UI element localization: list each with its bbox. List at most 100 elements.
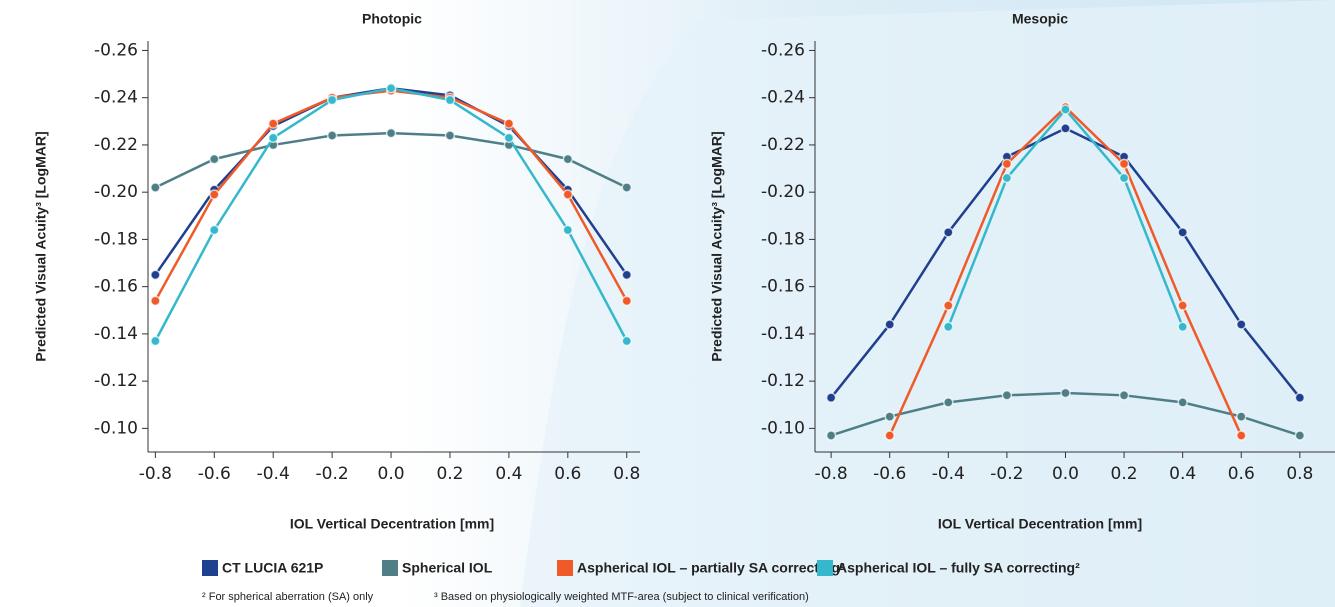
x-tick-label: 0.2 <box>436 464 463 484</box>
y-tick-label: -0.22 <box>761 135 805 155</box>
y-tick-label: -0.16 <box>761 277 805 297</box>
data-point <box>1294 430 1306 441</box>
x-tick-label: 0.0 <box>378 464 405 484</box>
data-point <box>1001 172 1013 184</box>
x-tick-label: 0.4 <box>1169 464 1196 484</box>
legend-swatch <box>817 560 833 576</box>
legend-label: Aspherical IOL – fully SA correcting² <box>837 560 1080 576</box>
y-tick-label: -0.14 <box>94 324 138 344</box>
data-point <box>444 130 456 141</box>
data-point <box>150 335 161 347</box>
x-tick-label: 0.0 <box>1052 464 1079 484</box>
x-tick-label: -0.4 <box>932 464 965 484</box>
y-tick-label: -0.26 <box>94 40 138 60</box>
data-point <box>884 319 895 330</box>
x-tick-label: -0.2 <box>316 464 349 484</box>
data-point <box>621 182 632 193</box>
x-tick-label: 0.6 <box>554 464 581 484</box>
data-point <box>825 392 837 403</box>
data-point <box>825 430 837 441</box>
y-axis-label: Predicted Visual Acuity³ [LogMAR] <box>709 131 725 361</box>
data-point <box>503 118 515 129</box>
x-tick-label: -0.4 <box>257 464 290 484</box>
legend-label: CT LUCIA 621P <box>222 560 323 576</box>
plot-area <box>150 82 632 347</box>
data-point <box>385 82 397 94</box>
y-tick-label: -0.26 <box>761 40 805 60</box>
data-point <box>1060 123 1071 134</box>
y-tick-label: -0.20 <box>94 182 138 202</box>
background-shape <box>520 0 1335 607</box>
x-tick-label: -0.6 <box>873 464 906 484</box>
data-point <box>621 335 632 347</box>
y-tick-label: -0.20 <box>761 182 805 202</box>
data-point <box>943 227 954 238</box>
data-point <box>562 224 574 236</box>
data-point <box>621 295 632 307</box>
legend-swatch <box>557 560 573 576</box>
data-point <box>326 130 338 141</box>
data-point <box>943 321 954 333</box>
data-point <box>884 430 895 441</box>
legend-swatch <box>202 560 218 576</box>
data-point <box>267 132 279 144</box>
data-point <box>1118 390 1130 401</box>
data-point <box>943 300 954 311</box>
data-point <box>209 224 220 236</box>
data-point <box>1177 300 1188 311</box>
data-point <box>1177 321 1188 333</box>
x-tick-label: -0.6 <box>198 464 231 484</box>
y-tick-label: -0.18 <box>94 229 138 249</box>
x-tick-label: -0.8 <box>815 464 848 484</box>
y-axis-label: Predicted Visual Acuity³ [LogMAR] <box>33 131 49 361</box>
footnote: ² For spherical aberration (SA) only <box>202 591 374 603</box>
data-point <box>1060 104 1071 115</box>
data-point <box>621 269 632 281</box>
x-tick-label: 0.2 <box>1111 464 1138 484</box>
x-tick-label: 0.6 <box>1228 464 1255 484</box>
plot-area <box>825 101 1306 441</box>
data-point <box>1060 387 1071 399</box>
x-axis-label: IOL Vertical Decentration [mm] <box>290 516 494 532</box>
data-point <box>562 189 574 200</box>
y-tick-label: -0.18 <box>761 229 805 249</box>
data-point <box>444 94 456 106</box>
data-point <box>1236 430 1247 441</box>
data-point <box>150 182 161 193</box>
data-point <box>1294 392 1306 403</box>
y-tick-label: -0.16 <box>94 277 138 297</box>
y-tick-label: -0.10 <box>94 418 138 438</box>
y-tick-label: -0.22 <box>94 135 138 155</box>
data-point <box>503 132 515 144</box>
x-tick-label: -0.2 <box>990 464 1023 484</box>
data-point <box>1001 390 1013 401</box>
y-tick-label: -0.12 <box>94 371 138 391</box>
data-point <box>1001 158 1013 170</box>
legend-label: Aspherical IOL – partially SA correcting… <box>577 560 845 576</box>
x-tick-label: 0.4 <box>495 464 522 484</box>
data-point <box>209 153 220 165</box>
chart-title: Mesopic <box>1012 11 1068 27</box>
data-point <box>1236 411 1247 422</box>
x-axis-label: IOL Vertical Decentration [mm] <box>938 516 1142 532</box>
data-point <box>209 189 220 200</box>
data-point <box>326 94 338 106</box>
x-tick-label: -0.8 <box>139 464 172 484</box>
y-tick-label: -0.24 <box>761 88 805 108</box>
data-point <box>562 153 574 165</box>
y-tick-label: -0.12 <box>761 371 805 391</box>
data-point <box>1118 172 1130 184</box>
y-tick-label: -0.24 <box>94 88 138 108</box>
data-point <box>1177 227 1188 238</box>
data-point <box>1236 319 1247 330</box>
data-point <box>1118 158 1130 170</box>
data-point <box>385 127 397 139</box>
y-tick-label: -0.10 <box>761 418 805 438</box>
footnote: ³ Based on physiologically weighted MTF-… <box>434 591 809 603</box>
data-point <box>150 269 161 281</box>
x-tick-label: 0.8 <box>1286 464 1313 484</box>
y-tick-label: -0.14 <box>761 324 805 344</box>
legend-label: Spherical IOL <box>402 560 493 576</box>
data-point <box>943 397 954 408</box>
x-tick-label: 0.8 <box>613 464 640 484</box>
